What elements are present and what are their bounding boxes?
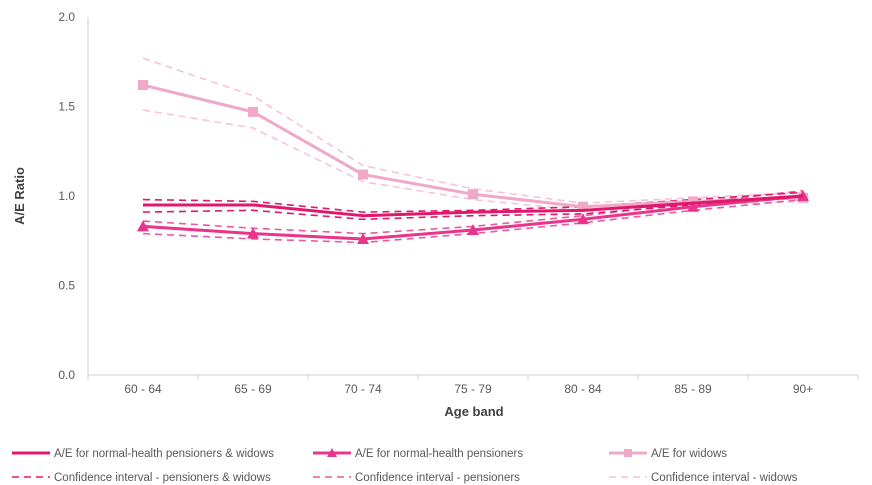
legend-marker-square (624, 449, 632, 457)
confidence-interval-line (142, 196, 804, 221)
legend-item: A/E for normal-health pensioners & widow… (12, 448, 274, 460)
legend-item: A/E for widows (609, 448, 727, 460)
y-tick-label: 0.0 (58, 368, 75, 382)
legend-label: A/E for normal-health pensioners (355, 448, 523, 460)
legend-label: A/E for widows (651, 448, 727, 460)
y-tick-label: 0.5 (58, 279, 75, 293)
data-point-square (138, 80, 148, 91)
x-tick-labels: 60 - 64 65 - 69 70 - 74 75 - 79 80 - 84 85 - … (87, 375, 859, 396)
legend-label: Confidence interval - pensioners (355, 472, 520, 484)
confidence-interval-line (142, 57, 804, 204)
series-line (143, 194, 804, 218)
legend-marker-triangle (327, 448, 337, 457)
data-point-square (578, 201, 588, 212)
series-layer (137, 57, 809, 244)
x-tick-label: 80 - 84 (564, 382, 602, 396)
x-tick-label: 70 - 74 (344, 382, 382, 396)
x-axis-title: Age band (444, 404, 503, 419)
y-tick-label: 1.0 (58, 189, 75, 203)
legend-item: Confidence interval - widows (609, 472, 798, 484)
data-point-triangle (357, 232, 369, 244)
axes (87, 17, 858, 376)
series-line (142, 83, 804, 209)
y-axis-title: A/E Ratio (12, 167, 27, 225)
data-point-triangle (247, 227, 259, 239)
data-point-triangle (687, 200, 699, 212)
x-tick-label: 85 - 89 (674, 382, 712, 396)
data-point-square (248, 106, 258, 117)
legend-label: Confidence interval - pensioners & widow… (54, 472, 271, 484)
y-tick-labels: 0.0 0.5 1.0 1.5 2.0 (58, 10, 75, 382)
x-tick-label: 90+ (793, 382, 813, 396)
y-tick-label: 2.0 (58, 10, 75, 24)
data-point-triangle (797, 190, 809, 201)
legend-item: Confidence interval - pensioners (313, 472, 520, 484)
x-tick-label: 60 - 64 (124, 382, 162, 396)
data-point-triangle (577, 213, 589, 225)
x-tick-label: 75 - 79 (454, 382, 492, 396)
legend-item: Confidence interval - pensioners & widow… (12, 472, 271, 484)
confidence-interval-line (142, 191, 804, 213)
legend-item: A/E for normal-health pensioners (313, 448, 523, 460)
x-tick-label: 65 - 69 (234, 382, 272, 396)
data-point-triangle (137, 220, 149, 232)
legend-label: Confidence interval - widows (651, 472, 798, 484)
data-point-square (358, 169, 368, 180)
legend: A/E for normal-health pensioners & widow… (12, 448, 798, 484)
data-point-square (468, 189, 478, 200)
y-tick-label: 1.5 (58, 100, 75, 114)
data-point-triangle (467, 224, 479, 236)
legend-label: A/E for normal-health pensioners & widow… (54, 448, 274, 460)
